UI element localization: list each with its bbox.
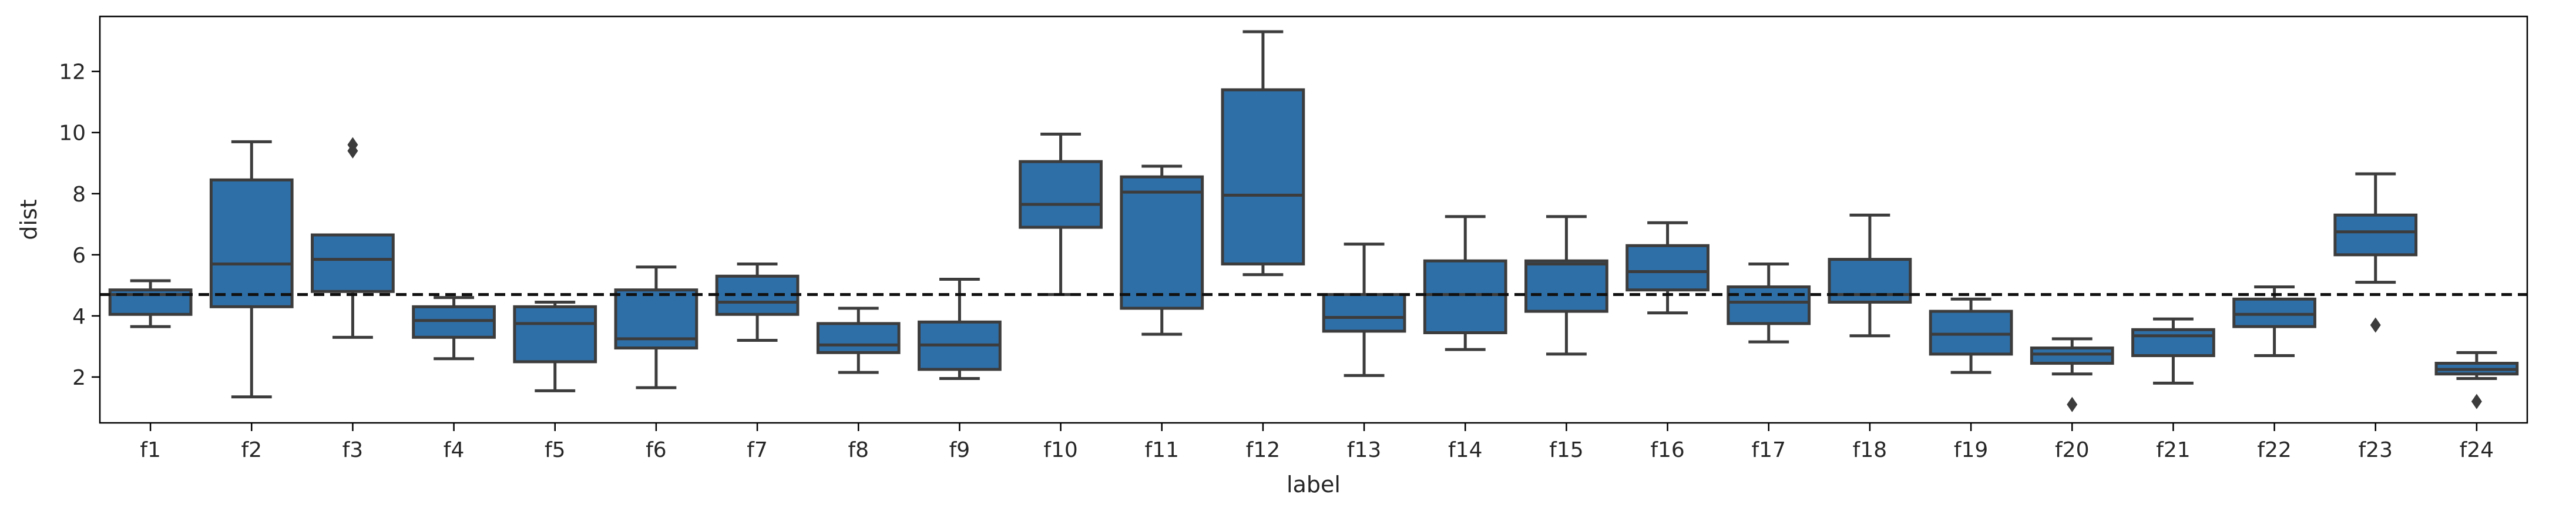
box-f14: [1423, 215, 1507, 351]
iqr-box: [1221, 88, 1305, 265]
x-tick-label: f15: [1549, 438, 1583, 462]
box-f3: [311, 137, 395, 339]
x-tick-label: f10: [1043, 438, 1077, 462]
boxes-layer: [108, 30, 2519, 412]
iqr-box: [412, 305, 496, 339]
iqr-box: [2131, 328, 2215, 358]
y-tick-label: 4: [72, 305, 86, 329]
box-f12: [1221, 30, 1305, 277]
iqr-box: [2333, 213, 2418, 257]
box-f9: [918, 277, 1002, 381]
x-tick-label: f24: [2460, 438, 2494, 462]
iqr-box: [1322, 292, 1406, 333]
y-tick-label: 8: [72, 183, 86, 207]
x-tick-label: f13: [1347, 438, 1381, 462]
y-axis-label: dist: [16, 199, 42, 240]
x-tick-label: f2: [241, 438, 262, 462]
iqr-box: [1625, 244, 1710, 292]
box-f4: [412, 296, 496, 361]
box-f19: [1929, 297, 2013, 374]
box-f21: [2131, 317, 2215, 385]
outlier-point: [2370, 317, 2381, 333]
box-f2: [209, 140, 294, 399]
x-tick-label: f11: [1145, 438, 1179, 462]
box-f22: [2232, 285, 2316, 358]
x-tick-label: f16: [1650, 438, 1684, 462]
box-f8: [816, 307, 901, 374]
box-f15: [1524, 215, 1608, 356]
x-tick-label: f22: [2257, 438, 2291, 462]
iqr-box: [1929, 310, 2013, 356]
iqr-box: [2030, 347, 2114, 365]
box-f20: [2030, 337, 2114, 412]
outlier-point: [347, 137, 358, 153]
outlier-point: [2067, 396, 2078, 412]
iqr-box: [1423, 259, 1507, 335]
iqr-box: [513, 305, 597, 364]
plot-frame: [99, 15, 2528, 424]
x-tick-label: f17: [1752, 438, 1786, 462]
box-f16: [1625, 221, 1710, 315]
x-tick-label: f14: [1448, 438, 1482, 462]
box-f13: [1322, 243, 1406, 377]
box-f23: [2333, 172, 2418, 333]
box-f17: [1727, 262, 1811, 344]
x-tick-label: f12: [1246, 438, 1280, 462]
iqr-box: [311, 233, 395, 293]
x-tick-label: f5: [545, 438, 566, 462]
x-tick-label: f21: [2156, 438, 2190, 462]
x-tick-label: f20: [2055, 438, 2089, 462]
x-axis-label: label: [1287, 472, 1341, 497]
y-axis: 2 4 6 8 10 12: [59, 60, 100, 390]
x-tick-label: f3: [342, 438, 364, 462]
x-tick-label: f19: [1954, 438, 1988, 462]
box-f18: [1828, 213, 1912, 338]
y-tick-label: 12: [59, 60, 86, 85]
x-tick-label: f6: [646, 438, 667, 462]
box-f1: [108, 279, 193, 328]
y-tick-label: 10: [59, 122, 86, 146]
box-f11: [1120, 164, 1204, 336]
box-f5: [513, 300, 597, 392]
iqr-box: [209, 178, 294, 308]
x-tick-label: f1: [140, 438, 161, 462]
x-tick-label: f4: [444, 438, 465, 462]
outlier-point: [2471, 393, 2482, 409]
x-axis: f1 f2 f3 f4 f5 f6 f7 f8 f9 f10 f11 f12 f13 f14 f15 f16 f…: [140, 423, 2494, 462]
x-tick-label: f9: [949, 438, 970, 462]
y-tick-label: 2: [72, 366, 86, 390]
x-tick-label: f7: [747, 438, 768, 462]
x-tick-label: f18: [1853, 438, 1887, 462]
box-f10: [1019, 132, 1103, 296]
iqr-box: [816, 322, 901, 354]
y-tick-label: 6: [72, 244, 86, 268]
x-tick-label: f8: [848, 438, 869, 462]
box-f24: [2434, 351, 2519, 409]
iqr-box: [2232, 297, 2316, 328]
x-tick-label: f23: [2359, 438, 2393, 462]
iqr-box: [1120, 175, 1204, 310]
box-f7: [715, 262, 800, 342]
iqr-box: [1019, 160, 1103, 229]
iqr-box: [1524, 259, 1608, 313]
iqr-box: [1727, 285, 1811, 325]
box-f6: [614, 265, 698, 389]
